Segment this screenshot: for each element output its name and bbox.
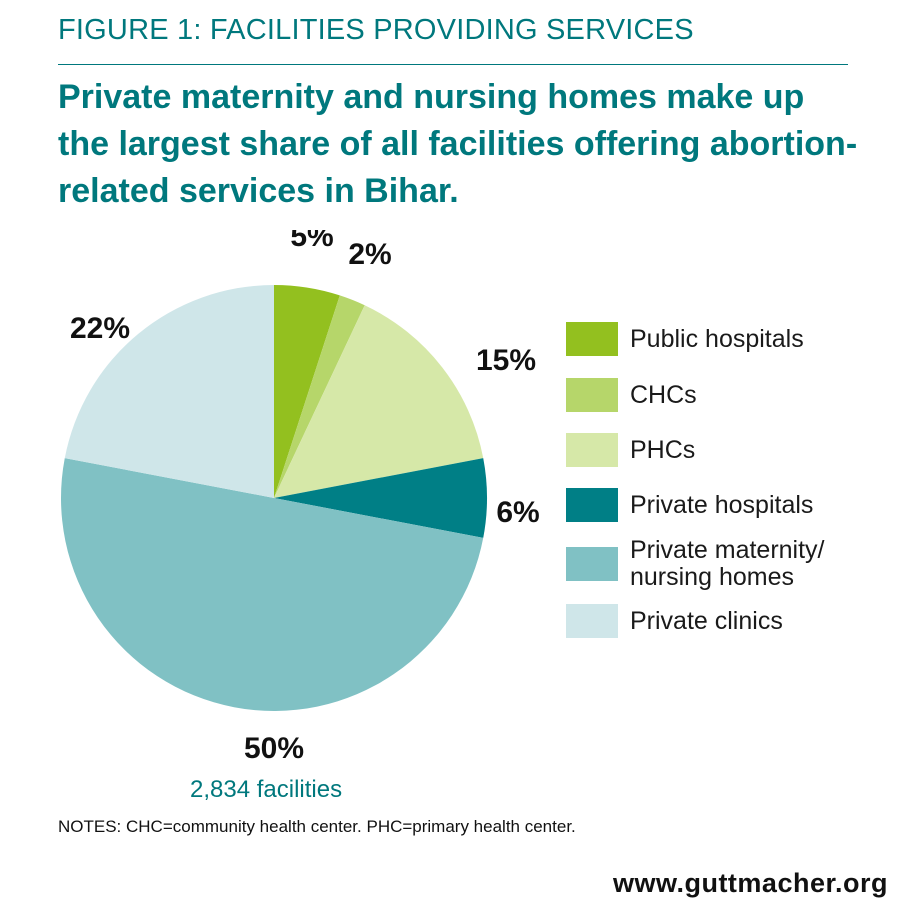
figure-label: FIGURE 1: FACILITIES PROVIDING SERVICES (58, 14, 694, 46)
pie-label-private-clinics: 22% (70, 312, 130, 345)
total-facilities-label: 2,834 facilities (190, 776, 343, 803)
legend-item-phcs: PHCs (566, 433, 695, 467)
pie-label-private-maternity-nursing-homes: 50% (244, 732, 304, 765)
legend-label: CHCs (630, 380, 697, 409)
legend-swatch (566, 433, 618, 467)
legend-item-private-maternity-nursing-homes: Private maternity/nursing homes (566, 537, 825, 591)
legend-label: Public hospitals (630, 324, 804, 353)
legend-swatch (566, 488, 618, 522)
legend-item-public-hospitals: Public hospitals (566, 322, 804, 356)
legend-item-chcs: CHCs (566, 378, 697, 412)
pie-slices (60, 285, 488, 712)
pie-label-public-hospitals: 5% (290, 230, 333, 253)
pie-label-chcs: 2% (348, 238, 391, 271)
pie-chart: 5% 2% 15% 6% 50% 22% (60, 230, 540, 765)
legend-item-private-clinics: Private clinics (566, 604, 783, 638)
legend-swatch (566, 604, 618, 638)
legend-label: Private clinics (630, 606, 783, 635)
legend-item-private-hospitals: Private hospitals (566, 488, 813, 522)
pie-slice-phcs (274, 305, 484, 498)
chart-headline: Private maternity and nursing homes make… (58, 78, 858, 210)
pie-slice-public-hospitals (274, 285, 340, 498)
legend-label: Private hospitals (630, 490, 814, 519)
pie-slice-private-clinics (64, 285, 274, 498)
legend-swatch (566, 322, 618, 356)
title-divider (58, 64, 848, 65)
pie-label-private-hospitals: 6% (496, 496, 539, 529)
pie-slice-private-hospitals (274, 458, 488, 538)
chart-notes: NOTES: CHC=community health center. PHC=… (58, 817, 576, 836)
pie-label-phcs: 15% (476, 344, 536, 377)
legend-swatch (566, 547, 618, 581)
legend-label: PHCs (630, 435, 696, 464)
pie-slice-chcs (274, 295, 365, 498)
pie-slice-private-maternity-nursing-homes (60, 458, 484, 712)
legend-swatch (566, 378, 618, 412)
legend-label: Private maternity/nursing homes (630, 536, 825, 591)
pie-percent-labels: 5% 2% 15% 6% 50% 22% (70, 230, 540, 765)
source-site: www.guttmacher.org (612, 868, 888, 898)
